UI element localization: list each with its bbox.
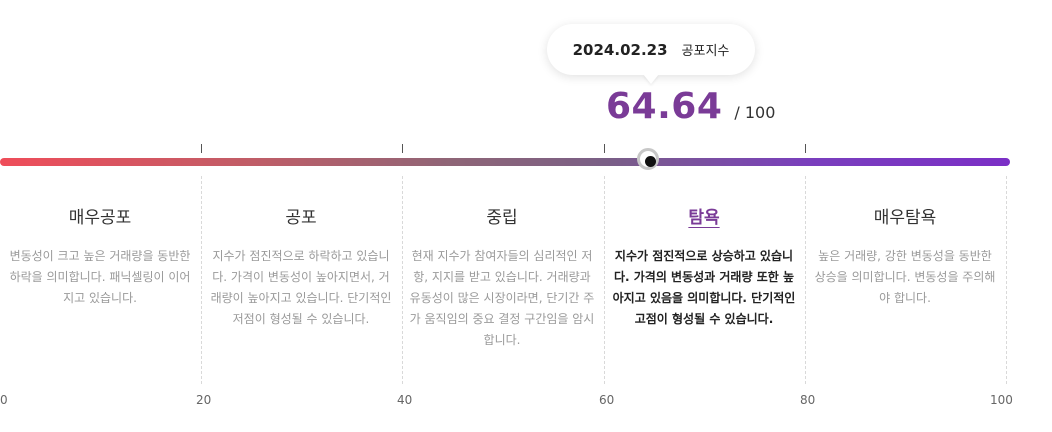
- zone-divider: [201, 176, 202, 384]
- score-value: 64.64: [606, 86, 723, 127]
- zone-description: 현재 지수가 참여자들의 심리적인 저항, 지지를 받고 있습니다. 거래량과 …: [409, 249, 595, 347]
- zone-fear: 공포 지수가 점진적으로 하락하고 있습니다. 가격이 변동성이 높아지면서, …: [208, 203, 394, 330]
- axis-label-0: 0: [0, 393, 8, 407]
- score-max: / 100: [734, 103, 776, 122]
- zone-neutral: 중립 현재 지수가 참여자들의 심리적인 저항, 지지를 받고 있습니다. 거래…: [409, 203, 595, 351]
- zone-divider: [604, 176, 605, 384]
- scale-tick-60: [604, 144, 605, 153]
- zone-title: 중립: [486, 208, 518, 228]
- tooltip-date: 2024.02.23: [572, 40, 668, 59]
- sentiment-gradient-bar: [0, 158, 1010, 166]
- zone-divider: [805, 176, 806, 384]
- zone-title: 매우탐욕: [873, 208, 937, 228]
- axis-label-80: 80: [800, 393, 816, 407]
- axis-label-60: 60: [599, 393, 615, 407]
- zone-divider: [402, 176, 403, 384]
- zone-divider: [1006, 176, 1007, 384]
- scale-tick-40: [402, 144, 403, 153]
- zone-greed[interactable]: 탐욕 지수가 점진적으로 상승하고 있습니다. 가격의 변동성과 거래량 또한 …: [611, 203, 797, 330]
- zone-extreme-greed: 매우탐욕 높은 거래량, 강한 변동성을 동반한 상승을 의미합니다. 변동성을…: [812, 203, 998, 309]
- zone-title-active[interactable]: 탐욕: [688, 208, 720, 228]
- zone-title: 매우공포: [68, 208, 132, 228]
- marker-dot: [645, 156, 656, 167]
- zone-description: 높은 거래량, 강한 변동성을 동반한 상승을 의미합니다. 변동성을 주의해야…: [814, 249, 996, 305]
- zone-description: 변동성이 크고 높은 거래량을 동반한 하락을 의미합니다. 패닉셀링이 이어지…: [9, 249, 191, 305]
- scale-tick-20: [201, 144, 202, 153]
- scale-tick-80: [805, 144, 806, 153]
- date-tooltip: 2024.02.23 공포지수: [547, 24, 755, 75]
- zone-extreme-fear: 매우공포 변동성이 크고 높은 거래량을 동반한 하락을 의미합니다. 패닉셀링…: [7, 203, 193, 309]
- zone-description: 지수가 점진적으로 상승하고 있습니다. 가격의 변동성과 거래량 또한 높아지…: [612, 249, 796, 326]
- zone-description: 지수가 점진적으로 하락하고 있습니다. 가격이 변동성이 높아지면서, 거래량…: [210, 249, 392, 326]
- zone-title: 공포: [285, 208, 317, 228]
- axis-label-20: 20: [196, 393, 212, 407]
- score-display: 64.64 / 100: [606, 86, 775, 127]
- axis-label-100: 100: [990, 393, 1013, 407]
- axis-label-40: 40: [397, 393, 413, 407]
- tooltip-label: 공포지수: [681, 44, 730, 59]
